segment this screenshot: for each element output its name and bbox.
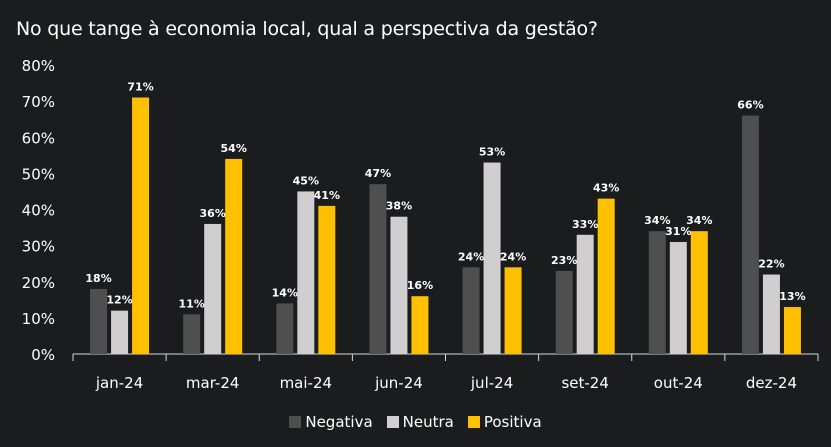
data-label: 13%: [779, 290, 805, 303]
data-label: 47%: [365, 167, 391, 180]
data-label: 54%: [221, 142, 247, 155]
bar-neutra: [576, 234, 594, 354]
x-tick-label: out-24: [654, 374, 703, 392]
bar-positiva: [783, 307, 801, 354]
bar-negativa: [369, 184, 387, 354]
x-tick-label: set-24: [561, 374, 608, 392]
bar-positiva: [225, 158, 243, 354]
bar-positiva: [132, 97, 150, 354]
bar-negativa: [648, 231, 666, 354]
bar-negativa: [90, 288, 108, 354]
data-label: 66%: [737, 99, 763, 112]
data-label: 38%: [386, 200, 412, 213]
bar-negativa: [183, 314, 201, 354]
legend-item: Negativa: [289, 413, 373, 431]
data-label: 14%: [272, 286, 298, 299]
legend: Negativa Neutra Positiva: [0, 413, 831, 431]
x-tick-label: jul-24: [470, 374, 513, 392]
bar-positiva: [411, 296, 429, 354]
data-label: 23%: [551, 254, 577, 267]
data-label: 33%: [572, 218, 598, 231]
bar-neutra: [390, 216, 408, 354]
bar-positiva: [690, 231, 708, 354]
legend-label: Neutra: [402, 413, 454, 431]
data-label: 11%: [179, 297, 205, 310]
data-label: 71%: [127, 81, 153, 94]
bar-neutra: [297, 191, 315, 354]
legend-label: Negativa: [305, 413, 373, 431]
data-label: 24%: [458, 250, 484, 263]
bar-neutra: [669, 242, 687, 354]
legend-swatch: [386, 416, 399, 428]
y-tick-label: 60%: [22, 129, 55, 147]
bar-positiva: [597, 198, 615, 354]
bar-positiva: [318, 205, 336, 354]
data-label: 16%: [407, 279, 433, 292]
bar-neutra: [483, 162, 501, 354]
data-label: 34%: [644, 214, 670, 227]
y-tick-label: 70%: [22, 93, 55, 111]
bar-neutra: [762, 274, 780, 354]
data-label: 45%: [293, 174, 319, 187]
y-tick-label: 30%: [22, 238, 55, 256]
bar-negativa: [741, 115, 759, 354]
bar-negativa: [555, 270, 573, 354]
y-tick-label: 50%: [22, 165, 55, 183]
legend-swatch: [289, 416, 302, 428]
data-label: 43%: [593, 182, 619, 195]
bar-negativa: [276, 303, 294, 354]
y-tick-label: 10%: [22, 310, 55, 328]
bar-negativa: [462, 267, 480, 354]
y-tick-label: 80%: [22, 57, 55, 75]
data-label: 41%: [314, 189, 340, 202]
legend-item: Neutra: [386, 413, 454, 431]
data-label: 31%: [665, 225, 691, 238]
x-tick-label: dez-24: [746, 374, 797, 392]
legend-swatch: [467, 416, 480, 428]
data-label: 22%: [758, 258, 784, 271]
bar-positiva: [504, 267, 522, 354]
data-label: 18%: [85, 272, 111, 285]
data-label: 34%: [686, 214, 712, 227]
bar-neutra: [111, 310, 129, 354]
x-tick-label: mai-24: [280, 374, 332, 392]
bar-neutra: [204, 223, 222, 354]
x-tick-label: mar-24: [186, 374, 240, 392]
y-tick-label: 40%: [22, 202, 55, 220]
chart-title: No que tange à economia local, qual a pe…: [16, 18, 598, 40]
y-tick-label: 20%: [22, 274, 55, 292]
x-tick-label: jan-24: [95, 374, 143, 392]
legend-item: Positiva: [467, 413, 542, 431]
y-tick-label: 0%: [31, 346, 55, 364]
data-label: 36%: [200, 207, 226, 220]
data-label: 53%: [479, 146, 505, 159]
data-label: 12%: [106, 294, 132, 307]
legend-label: Positiva: [483, 413, 542, 431]
data-label: 24%: [500, 250, 526, 263]
x-tick-label: jun-24: [374, 374, 423, 392]
